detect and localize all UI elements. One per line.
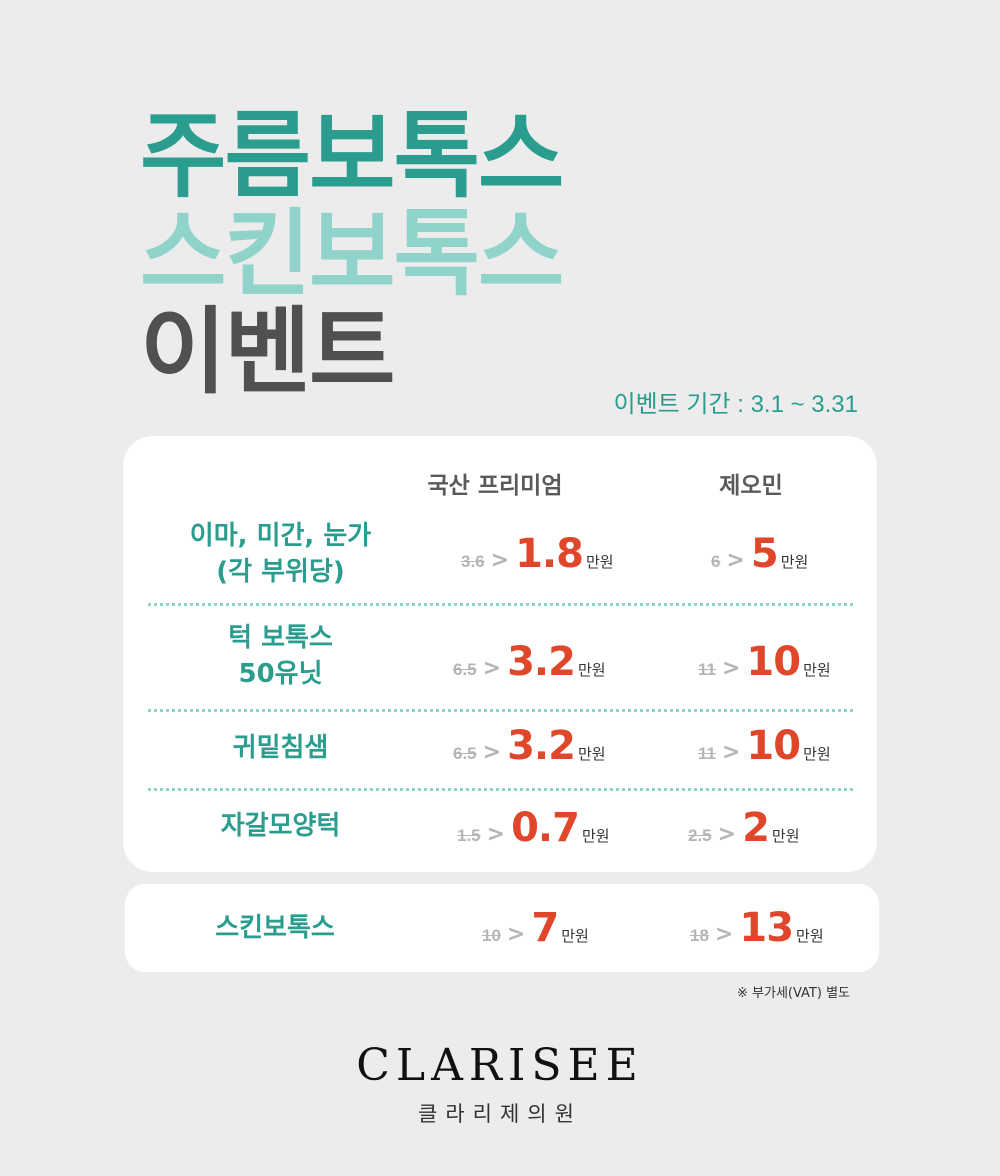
new-price: 13 (739, 905, 794, 951)
price-xeomin: 18 > 13 만원 (690, 908, 824, 948)
table-row: 턱 보톡스 50유닛 6.5 > 3.2 만원 11 > 10 만원 (123, 618, 877, 698)
price-unit: 만원 (561, 927, 589, 945)
price-xeomin: 11 > 10 만원 (698, 642, 831, 682)
price-xeomin: 6 > 5 만원 (711, 534, 808, 574)
price-unit: 만원 (577, 661, 606, 679)
price-unit: 만원 (803, 661, 831, 679)
old-price: 11 (698, 660, 716, 679)
row-label: 스킨보톡스 (215, 913, 335, 943)
row-label-line: 이마, 미간, 눈가 (189, 521, 372, 551)
new-price: 0.7 (511, 805, 580, 851)
price-unit: 만원 (585, 553, 614, 571)
old-price: 2.5 (688, 826, 712, 845)
price-domestic: 10 > 7 만원 (482, 908, 589, 948)
vat-note: ※ 부가세(VAT) 별도 (737, 986, 850, 1001)
price-xeomin: 2.5 > 2 만원 (688, 808, 800, 848)
row-label-line: 귀밑침샘 (232, 733, 329, 763)
price-domestic: 6.5 > 3.2 만원 (453, 642, 606, 682)
price-unit: 만원 (780, 553, 809, 571)
new-price: 1.8 (515, 531, 584, 577)
arrow-icon: > (714, 922, 734, 947)
old-price: 6.5 (453, 744, 477, 763)
arrow-icon: > (482, 740, 502, 765)
price-unit: 만원 (577, 745, 606, 763)
price-domestic: 1.5 > 0.7 만원 (457, 808, 610, 848)
row-label-line: (각 부위당) (216, 557, 345, 587)
price-unit: 만원 (581, 827, 610, 845)
column-header-domestic: 국산 프리미엄 (427, 473, 563, 499)
row-divider (148, 709, 853, 712)
arrow-icon: > (490, 548, 510, 573)
skin-botox-card: 스킨보톡스 10 > 7 만원 18 > 13 만원 (125, 884, 879, 972)
row-label: 자갈모양턱 (123, 808, 438, 844)
old-price: 6 (711, 552, 721, 571)
old-price: 6.5 (453, 660, 477, 679)
arrow-icon: > (726, 548, 745, 573)
price-domestic: 3.6 > 1.8 만원 (461, 534, 614, 574)
new-price: 10 (746, 723, 801, 769)
new-price: 2 (742, 805, 770, 851)
old-price: 11 (698, 744, 716, 763)
row-divider (148, 603, 853, 606)
row-label-line: 50유닛 (238, 659, 323, 689)
title-line-skin-botox: 스킨보톡스 (140, 200, 564, 309)
arrow-icon: > (482, 656, 502, 681)
arrow-icon: > (717, 822, 737, 847)
price-unit: 만원 (796, 927, 824, 945)
column-header-xeomin: 제오민 (719, 473, 783, 499)
arrow-icon: > (506, 922, 526, 947)
row-label: 이마, 미간, 눈가 (각 부위당) (123, 518, 438, 590)
arrow-icon: > (486, 822, 506, 847)
new-price: 5 (750, 531, 779, 577)
table-row: 자갈모양턱 1.5 > 0.7 만원 2.5 > 2 만원 (123, 808, 877, 858)
row-label: 귀밑침샘 (123, 730, 438, 766)
old-price: 10 (482, 926, 501, 945)
old-price: 18 (690, 926, 709, 945)
row-divider (148, 788, 853, 791)
price-domestic: 6.5 > 3.2 만원 (453, 726, 606, 766)
logo-english: CLARISEE (356, 1040, 644, 1091)
table-row: 귀밑침샘 6.5 > 3.2 만원 11 > 10 만원 (123, 726, 877, 786)
title-line-wrinkle-botox: 주름보톡스 (140, 102, 564, 211)
table-row: 이마, 미간, 눈가 (각 부위당) 3.6 > 1.8 만원 6 > 5 만원 (123, 516, 877, 596)
new-price: 7 (531, 905, 559, 951)
arrow-icon: > (721, 740, 741, 765)
row-label-line: 턱 보톡스 (228, 623, 333, 653)
new-price: 3.2 (507, 639, 576, 685)
row-label: 턱 보톡스 50유닛 (123, 620, 438, 692)
price-unit: 만원 (771, 827, 800, 845)
price-unit: 만원 (803, 745, 831, 763)
price-xeomin: 11 > 10 만원 (698, 726, 831, 766)
row-label-line: 자갈모양턱 (220, 811, 341, 841)
old-price: 1.5 (457, 826, 481, 845)
event-period: 이벤트 기간 : 3.1 ~ 3.31 (613, 391, 859, 418)
logo-korean: 클라리제의원 (418, 1102, 582, 1126)
new-price: 3.2 (507, 723, 576, 769)
new-price: 10 (746, 639, 801, 685)
title-line-event: 이벤트 (140, 298, 395, 407)
price-table-card: 국산 프리미엄 제오민 이마, 미간, 눈가 (각 부위당) 3.6 > 1.8… (123, 436, 877, 872)
old-price: 3.6 (461, 552, 485, 571)
arrow-icon: > (721, 656, 741, 681)
